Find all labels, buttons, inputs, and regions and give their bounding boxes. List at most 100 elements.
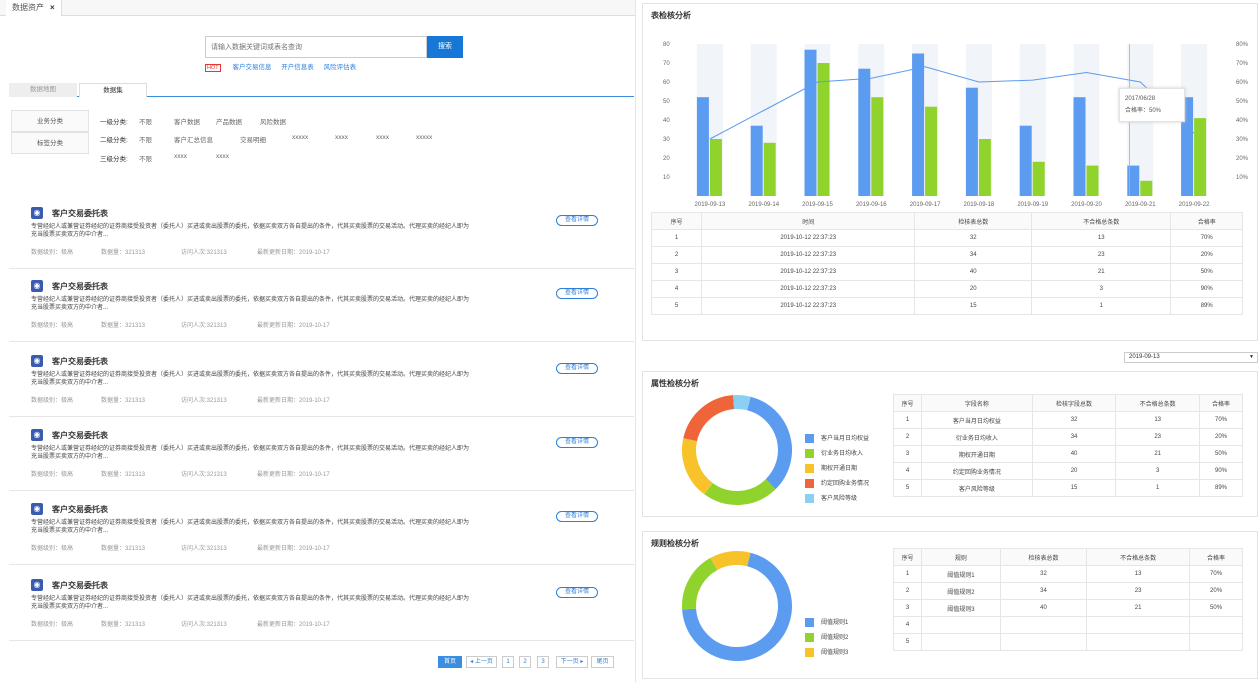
bar[interactable] — [871, 97, 884, 196]
legend-item[interactable]: 客户风险等级 — [805, 492, 869, 507]
date-select[interactable]: 2019-09-13 ▼ — [1124, 352, 1258, 363]
page-button[interactable]: ◂ 上一页 — [466, 656, 497, 668]
search-button[interactable]: 搜索 — [427, 36, 463, 58]
tab-dataset[interactable]: 数据集 — [79, 83, 147, 97]
filter-option[interactable]: 不限 — [139, 119, 152, 126]
bar[interactable] — [1032, 161, 1045, 196]
table-cell: 期权开通日期 — [921, 445, 1033, 463]
filter-option[interactable]: 产品数据 — [216, 119, 242, 126]
dataset-title[interactable]: 客户交易委托表 — [52, 581, 108, 590]
page-button[interactable]: 2 — [519, 656, 531, 668]
hot-link[interactable]: 开户信息表 — [281, 64, 314, 71]
filter-option[interactable]: xxxxx — [292, 134, 309, 141]
pass-rate-line[interactable] — [709, 66, 1195, 140]
filter-option[interactable]: xxxx — [376, 134, 389, 141]
view-detail-button[interactable]: 查看详情 — [556, 437, 598, 448]
hot-link[interactable]: 风险评估表 — [323, 64, 357, 71]
update-date: 最新更新日期：2019-10-17 — [257, 323, 330, 329]
donut-slice[interactable] — [733, 395, 751, 411]
filter-option[interactable]: 不限 — [139, 137, 152, 144]
bar[interactable] — [696, 97, 709, 196]
page-button[interactable]: 1 — [502, 656, 514, 668]
donut-slice[interactable] — [704, 479, 776, 505]
hot-link[interactable]: 客户交易信息 — [232, 64, 272, 71]
table-cell: 89% — [1199, 479, 1243, 497]
tab-data-assets[interactable]: 数据资产 × — [6, 0, 62, 16]
filter-option[interactable]: 不限 — [139, 156, 152, 163]
bar[interactable] — [709, 139, 722, 196]
view-detail-button[interactable]: 查看详情 — [556, 363, 598, 374]
legend-item[interactable]: 期权开通日期 — [805, 462, 869, 477]
bar[interactable] — [817, 63, 830, 196]
donut-slice[interactable] — [746, 396, 792, 490]
bar[interactable] — [1073, 97, 1086, 196]
page-button[interactable]: 尾页 — [591, 656, 614, 668]
view-detail-button[interactable]: 查看详情 — [556, 587, 598, 598]
page-button[interactable]: 3 — [537, 656, 549, 668]
dataset-card: ◉ 客户交易委托表 专营经纪人或兼营证券经纪的证券商接受投资者（委托人）买进或卖… — [9, 268, 634, 342]
page-button[interactable]: 首页 — [438, 656, 462, 668]
tab-data-map[interactable]: 数据地图 — [9, 83, 77, 97]
table-row: 5 客户风险等级 15 1 89% — [893, 479, 1243, 497]
visit-count: 访问人次:321313 — [181, 622, 227, 628]
donut-slice[interactable] — [683, 395, 735, 442]
dataset-title[interactable]: 客户交易委托表 — [52, 431, 108, 440]
bar[interactable] — [1019, 125, 1032, 196]
filter-option[interactable]: xxxx — [216, 153, 229, 160]
bar[interactable] — [1086, 165, 1099, 196]
bar[interactable] — [912, 53, 925, 197]
legend-swatch — [805, 632, 814, 642]
bar[interactable] — [978, 139, 991, 196]
bar[interactable] — [1194, 118, 1207, 196]
legend-swatch — [805, 493, 814, 503]
dataset-title[interactable]: 客户交易委托表 — [52, 282, 108, 291]
filter-option[interactable]: xxxx — [174, 153, 187, 160]
search-input[interactable] — [205, 36, 427, 58]
category-business[interactable]: 业务分类 — [11, 110, 89, 132]
bar[interactable] — [925, 106, 938, 196]
page-button[interactable]: 下一页 ▸ — [556, 656, 588, 668]
donut-slice[interactable] — [682, 438, 713, 495]
legend-item[interactable]: 阈值规则1 — [805, 616, 848, 631]
view-detail-button[interactable]: 查看详情 — [556, 215, 598, 226]
dataset-title[interactable]: 客户交易委托表 — [52, 357, 108, 366]
category-tags[interactable]: 标签分类 — [11, 132, 89, 154]
table-cell: 衍业务日均收入 — [921, 428, 1033, 446]
legend-item[interactable]: 约定回购业务情况 — [805, 477, 869, 492]
filter-option[interactable]: xxxx — [335, 134, 348, 141]
table-row: 2 2019-10-12 22:37:23 34 23 20% — [651, 246, 1243, 264]
legend-item[interactable]: 阈值规则2 — [805, 631, 848, 646]
bar[interactable] — [750, 125, 763, 196]
bar[interactable] — [1127, 165, 1140, 196]
legend-item[interactable]: 衍业务日均收入 — [805, 447, 869, 462]
view-detail-button[interactable]: 查看详情 — [556, 511, 598, 522]
table-cell: 1 — [893, 565, 922, 583]
donut-slice[interactable] — [710, 551, 751, 571]
bar[interactable] — [965, 87, 978, 196]
close-icon[interactable]: × — [50, 3, 55, 12]
donut-slice[interactable] — [682, 552, 792, 661]
filter-option[interactable]: 风险数据 — [260, 119, 286, 126]
donut-slice[interactable] — [682, 557, 718, 610]
legend-label: 阈值规则2 — [821, 635, 849, 641]
legend-item[interactable]: 阈值规则3 — [805, 646, 848, 661]
bar[interactable] — [763, 142, 776, 196]
dataset-description: 专营经纪人或兼营证券经纪的证券商接受投资者（委托人）买进或卖出股票的委托，依据买… — [31, 446, 470, 460]
data-count: 数据量：321313 — [101, 250, 146, 256]
dataset-title[interactable]: 客户交易委托表 — [52, 209, 108, 218]
view-detail-button[interactable]: 查看详情 — [556, 288, 598, 299]
table-cell: 1 — [1031, 297, 1172, 315]
bar[interactable] — [804, 49, 817, 197]
bar[interactable] — [1140, 180, 1153, 196]
table-header-row: 序号 时间 检核表总数 不合格总条数 合格率 — [651, 212, 1243, 230]
filter-option[interactable]: 客户汇总信息 — [174, 137, 213, 144]
filter-option[interactable]: 客户数据 — [174, 119, 200, 126]
table-cell: 70% — [1189, 565, 1243, 583]
legend-item[interactable]: 客户当月日均权益 — [805, 432, 869, 447]
date-select-value: 2019-09-13 — [1129, 354, 1160, 360]
bar[interactable] — [858, 68, 871, 196]
dataset-title[interactable]: 客户交易委托表 — [52, 505, 108, 514]
filter-option[interactable]: xxxxx — [416, 134, 433, 141]
filter-option[interactable]: 交易明细 — [240, 137, 266, 144]
update-date: 最新更新日期：2019-10-17 — [257, 250, 330, 256]
